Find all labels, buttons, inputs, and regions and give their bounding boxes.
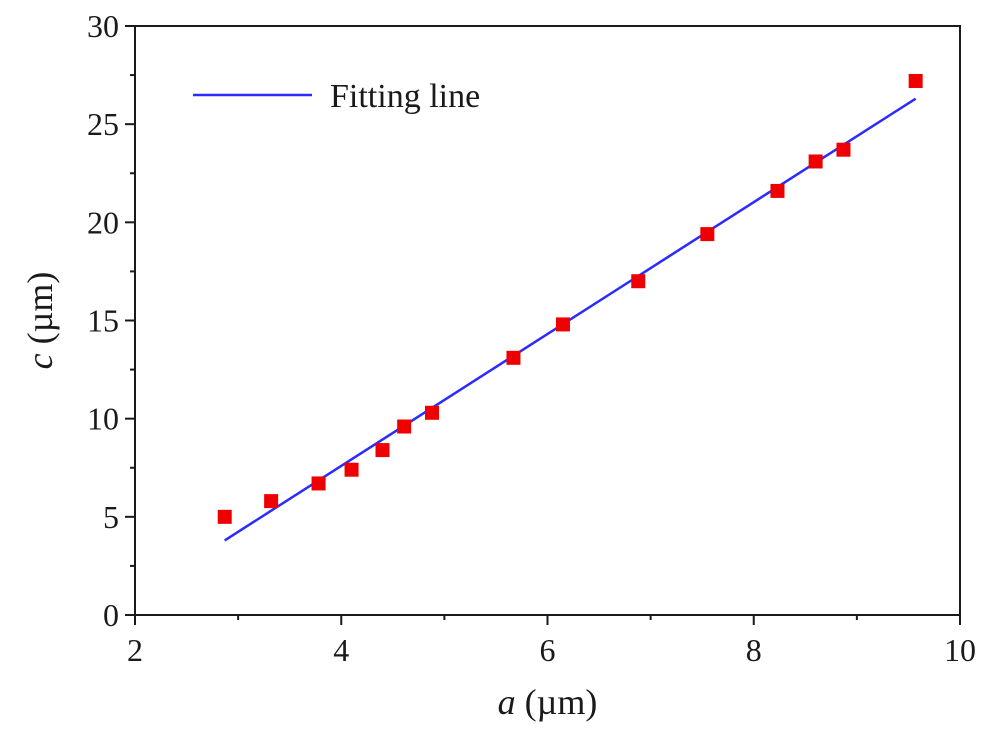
- x-tick-label: 6: [540, 632, 556, 668]
- data-point: [908, 73, 923, 88]
- data-point: [631, 274, 646, 289]
- x-axis-variable: a: [498, 682, 516, 722]
- data-point: [311, 476, 326, 491]
- x-tick-label: 8: [746, 632, 762, 668]
- fitting-line: [224, 97, 917, 542]
- data-point: [506, 350, 521, 365]
- data-point: [700, 227, 715, 242]
- data-point: [808, 154, 823, 169]
- y-tick-label: 30: [87, 8, 119, 44]
- y-tick-label: 25: [87, 106, 119, 142]
- x-axis-title: a (µm): [498, 682, 598, 722]
- x-tick-label: 4: [333, 632, 349, 668]
- y-tick-label: 5: [103, 499, 119, 535]
- y-axis-title: c (µm): [20, 272, 60, 370]
- y-axis-variable: c: [20, 353, 60, 369]
- data-layer: [217, 73, 923, 542]
- data-point: [397, 419, 412, 434]
- data-point: [555, 317, 570, 332]
- data-point: [770, 183, 785, 198]
- axes: 2 4 6 8 10 0 5 10 15 20 25 30: [87, 8, 976, 668]
- data-point: [375, 443, 390, 458]
- data-point: [217, 509, 232, 524]
- legend-label-fitting-line: Fitting line: [330, 78, 480, 115]
- y-tick-label: 20: [87, 204, 119, 240]
- y-tick-label: 10: [87, 401, 119, 437]
- x-tick-label: 2: [127, 632, 143, 668]
- y-tick-label: 15: [87, 303, 119, 339]
- data-point: [264, 494, 279, 509]
- legend: Fitting line: [193, 78, 480, 115]
- x-axis-unit: (µm): [516, 682, 598, 722]
- y-tick-label: 0: [103, 597, 119, 633]
- data-point: [836, 142, 851, 157]
- data-point: [344, 462, 359, 477]
- plot-frame: [134, 25, 961, 616]
- x-tick-label: 10: [944, 632, 976, 668]
- y-axis-unit: (µm): [20, 272, 60, 354]
- data-point: [425, 405, 439, 420]
